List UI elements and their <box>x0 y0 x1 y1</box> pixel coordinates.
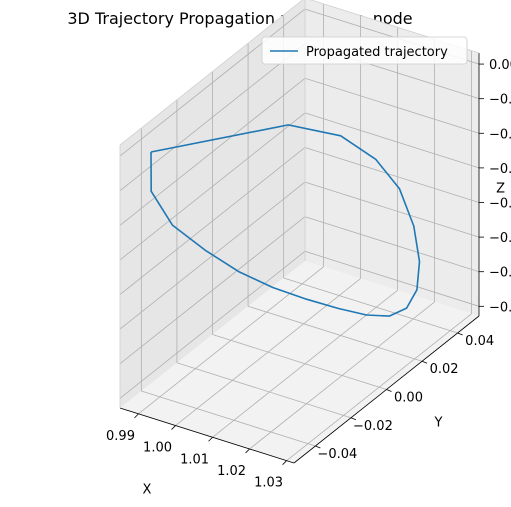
y-tick-label: −0.02 <box>353 419 393 434</box>
back-pane <box>305 0 479 316</box>
y-tick-label: 0.02 <box>430 362 459 377</box>
z-tick-label: −0.075 <box>489 162 511 177</box>
y-tick <box>350 417 357 421</box>
y-tick <box>386 389 392 392</box>
x-tick-label: 1.03 <box>254 476 283 491</box>
y-tick-label: 0.04 <box>465 334 494 349</box>
z-tick-label: −0.050 <box>489 127 511 142</box>
z-gridline-back <box>304 112 480 169</box>
x-tick <box>171 425 176 430</box>
x-tick <box>134 413 139 419</box>
z-gridline-back <box>304 181 480 238</box>
legend: Propagated trajectory <box>261 36 468 65</box>
y-axis-label: Y <box>434 416 443 431</box>
y-gridline-floor <box>141 390 316 447</box>
trajectory-plot <box>150 124 421 317</box>
x-axis-label: X <box>143 483 152 498</box>
y-tick <box>315 445 321 449</box>
x-tick-label: 1.01 <box>180 452 209 467</box>
x-tick-label: 1.02 <box>217 464 246 479</box>
z-tick-label: −0.025 <box>489 93 511 108</box>
z-tick-label: −0.100 <box>489 196 511 211</box>
z-gridline-back <box>304 147 480 203</box>
z-axis-label: Z <box>496 182 505 197</box>
axes-panes <box>120 0 479 463</box>
x-tick-label: 0.99 <box>106 429 135 444</box>
x-axis-line <box>119 407 295 464</box>
pane-edge <box>119 0 304 146</box>
legend-box <box>261 36 468 65</box>
y-gridline-floor <box>283 277 458 334</box>
y-gridline-floor <box>212 334 387 390</box>
y-tick <box>421 360 428 364</box>
axes-ticks: 0.99 1.00 1.01 1.02 1.03 −0.04 −0.020.00 0.02 0.… <box>106 58 511 497</box>
x-tick <box>245 448 250 454</box>
y-tick-label: 0.00 <box>394 391 423 406</box>
z-gridline-back <box>304 250 480 307</box>
z-tick-label: −0.150 <box>489 266 511 281</box>
z-tick-label: −0.125 <box>489 231 511 246</box>
y-gridline-floor <box>247 305 423 362</box>
z-gridline-left <box>119 216 306 365</box>
z-gridline-left <box>119 250 306 399</box>
trajectory-line <box>150 124 421 317</box>
z-gridline-left <box>119 8 306 157</box>
z-gridline-back <box>304 216 480 273</box>
z-gridline-left <box>119 147 306 295</box>
z-gridline-left <box>119 77 306 226</box>
z-tick-label: 0.000 <box>489 58 511 73</box>
y-tick-label: −0.04 <box>317 447 357 462</box>
z-gridline-left <box>119 112 306 261</box>
z-tick-label: −0.175 <box>489 300 511 315</box>
y-gridline-floor <box>176 362 352 419</box>
x-tick <box>208 436 213 442</box>
y-tick <box>457 332 463 336</box>
x-tick-label: 1.00 <box>143 441 172 456</box>
legend-label: Propagated trajectory <box>306 45 448 60</box>
z-gridline-back <box>304 77 480 134</box>
x-tick <box>282 460 287 465</box>
